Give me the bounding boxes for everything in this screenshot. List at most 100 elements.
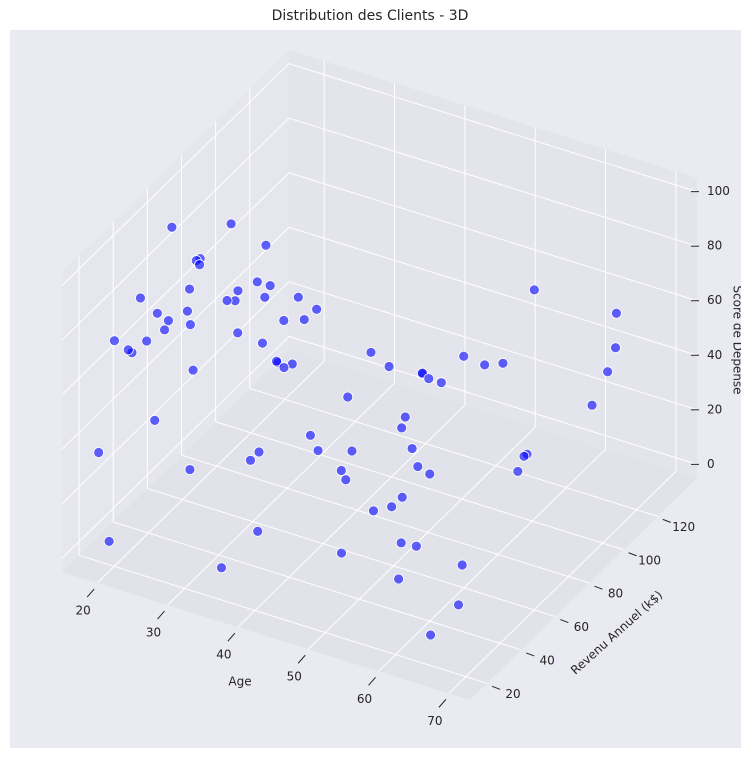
point: [278, 362, 290, 373]
point: [232, 285, 244, 297]
point: [611, 307, 622, 319]
point: [305, 429, 316, 441]
point: [458, 350, 470, 362]
left-pane: [62, 50, 289, 572]
point: [187, 364, 199, 376]
x-tick: [227, 632, 236, 642]
point: [423, 373, 435, 385]
chart-title: Distribution des Clients - 3D: [272, 8, 469, 24]
grid-line: [147, 488, 556, 618]
point: [264, 280, 276, 292]
point: [425, 629, 436, 641]
x-tick: [297, 654, 306, 664]
point: [518, 450, 530, 462]
point: [182, 305, 193, 317]
grid-line: [78, 554, 488, 684]
point: [159, 324, 170, 336]
point: [245, 454, 256, 466]
y-tick: [491, 685, 501, 690]
point: [342, 391, 354, 403]
z-tick-label: 0: [707, 457, 715, 471]
grid-line: [61, 281, 290, 505]
y-tick-label: 60: [574, 620, 589, 634]
x-tick: [438, 699, 447, 708]
x-tick-label: 20: [76, 604, 91, 618]
x-tick-label: 30: [146, 626, 161, 640]
grid-line: [448, 471, 677, 694]
point: [221, 295, 233, 306]
grid-line: [61, 226, 290, 450]
point: [335, 465, 347, 476]
point: [368, 505, 379, 517]
grid-line: [215, 421, 624, 551]
floor-pane: [62, 350, 697, 700]
x-tick-label: 70: [427, 714, 442, 728]
grid-line: [288, 63, 698, 193]
grid-line: [181, 454, 590, 584]
x-tick: [86, 588, 95, 598]
grid-line: [288, 117, 698, 247]
y-tick-label: 80: [608, 587, 623, 601]
x-axis-label: Age: [228, 675, 251, 689]
point: [135, 292, 146, 304]
point: [225, 218, 237, 230]
grid-line: [61, 172, 290, 396]
y-tick: [628, 552, 637, 557]
y-tick-label: 20: [505, 687, 520, 701]
point: [271, 355, 282, 367]
point: [141, 335, 153, 347]
grid-line: [167, 382, 395, 606]
point: [311, 303, 323, 315]
point: [278, 315, 290, 326]
point: [456, 559, 468, 571]
point: [435, 377, 447, 389]
point: [395, 537, 407, 549]
point: [336, 547, 347, 559]
point: [216, 562, 227, 574]
point: [163, 315, 174, 327]
grid-line: [237, 404, 466, 628]
z-axis-label: Score de Dépense: [731, 285, 741, 394]
z-tick-label: 100: [707, 184, 730, 198]
z-tick-label: 20: [707, 402, 722, 416]
point: [479, 359, 491, 371]
y-tick-label: 40: [540, 653, 555, 667]
point: [298, 314, 310, 325]
grid-line: [61, 63, 290, 286]
point: [252, 526, 264, 537]
point: [610, 342, 621, 354]
x-tick-label: 60: [357, 692, 372, 706]
y-tick: [662, 518, 671, 523]
x-tick: [368, 676, 376, 686]
point: [151, 307, 163, 319]
point: [396, 491, 408, 503]
point: [292, 291, 304, 303]
z-tick-label: 80: [707, 239, 722, 253]
grid-line: [307, 426, 536, 650]
grid-line: [61, 336, 290, 559]
point: [586, 399, 598, 411]
point: [453, 599, 464, 611]
point: [365, 347, 377, 358]
point: [410, 540, 422, 552]
grid-line: [288, 281, 698, 411]
point: [194, 259, 205, 271]
grid-line: [249, 387, 658, 517]
point: [528, 284, 540, 296]
y-tick: [560, 619, 569, 624]
grid-line: [378, 448, 606, 672]
point: [253, 446, 265, 458]
point: [512, 466, 524, 477]
point: [312, 445, 324, 456]
y-tick: [526, 652, 535, 657]
point: [122, 344, 134, 356]
y-tick: [594, 585, 603, 590]
z-tick-label: 40: [707, 348, 722, 362]
z-tick-label: 60: [707, 293, 722, 307]
point: [346, 445, 358, 457]
point: [386, 501, 398, 513]
point: [166, 221, 178, 233]
y-tick-label: 100: [638, 553, 661, 567]
